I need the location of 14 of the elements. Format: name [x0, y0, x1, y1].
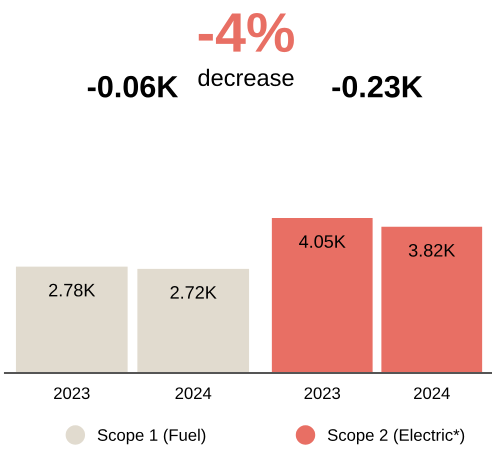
text: decrease — [198, 68, 294, 86]
data-label: 3.82K — [408, 244, 456, 257]
x-tick-label: 2023 — [304, 387, 340, 400]
text: -4% — [198, 13, 294, 52]
x-tick-label: 2024 — [176, 387, 212, 400]
data-label: 2.72K — [170, 286, 217, 299]
legend-label: Scope 1 (Fuel) — [98, 428, 206, 444]
legend-label: Scope 2 (Electric*) — [328, 428, 464, 444]
x-tick-label: 2023 — [54, 387, 90, 400]
x-tick-label: 2024 — [414, 387, 450, 400]
chart-title: -0.23K — [332, 76, 423, 98]
data-label: 2.78K — [49, 284, 96, 297]
data-label: 4.05K — [299, 235, 346, 248]
chart-title: -0.06K — [88, 76, 178, 98]
